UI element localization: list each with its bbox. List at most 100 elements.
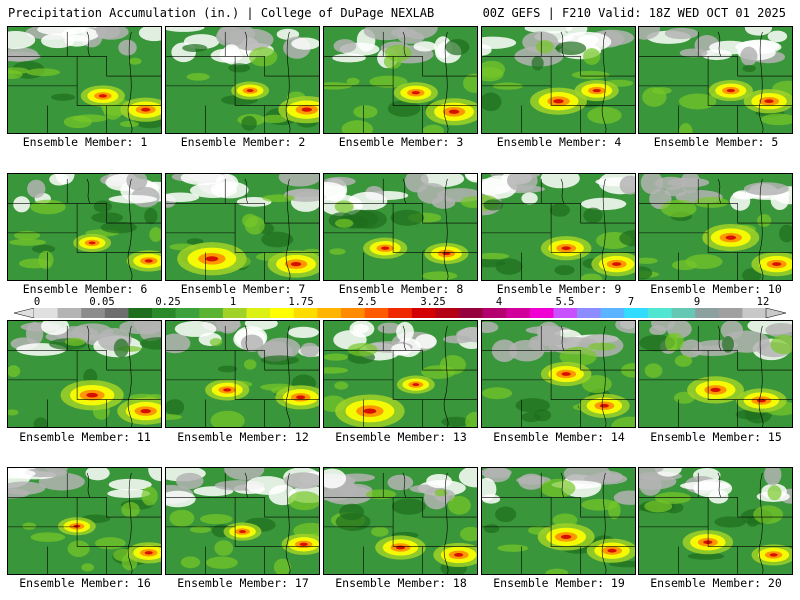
ensemble-member-map <box>323 26 478 134</box>
model-run-info: 00Z GEFS | F210 Valid: 18Z WED OCT 01 20… <box>482 6 786 20</box>
ensemble-member-label: Ensemble Member: 16 <box>19 576 151 590</box>
colorbar-min-arrow <box>14 308 35 318</box>
ensemble-member-label: Ensemble Member: 7 <box>180 282 306 296</box>
ensemble-member-label: Ensemble Member: 19 <box>493 576 625 590</box>
colorbar-tick-label: 2.5 <box>357 296 377 308</box>
colorbar-swatch <box>624 308 649 318</box>
colorbar-swatch <box>340 308 365 318</box>
ensemble-member-label: Ensemble Member: 1 <box>22 135 148 149</box>
colorbar-tick-label: 1 <box>229 296 237 308</box>
colorbar-swatch <box>459 308 483 318</box>
colorbar-swatch <box>81 308 106 318</box>
colorbar-tick-label: 0.25 <box>155 296 181 308</box>
colorbar-tick-label: 1.75 <box>288 296 314 308</box>
colorbar-tick-label: 12 <box>756 296 770 308</box>
ensemble-member-map <box>481 173 636 281</box>
ensemble-member-map <box>481 467 636 575</box>
precip-field <box>8 468 161 574</box>
precip-field <box>482 174 635 280</box>
ensemble-member-map <box>7 467 162 575</box>
colorbar-swatch <box>270 308 295 318</box>
colorbar-swatch <box>529 308 554 318</box>
colorbar-swatch <box>577 308 602 318</box>
ensemble-member-map <box>638 173 793 281</box>
colorbar-max-arrow <box>765 308 786 318</box>
colorbar-swatch <box>742 308 767 318</box>
ensemble-member-label: Ensemble Member: 2 <box>180 135 306 149</box>
ensemble-member-map <box>323 173 478 281</box>
colorbar-swatch <box>34 308 58 318</box>
ensemble-member-label: Ensemble Member: 15 <box>650 430 782 444</box>
colorbar-swatch <box>57 308 82 318</box>
precip-field <box>324 321 477 427</box>
ensemble-member-label: Ensemble Member: 10 <box>650 282 782 296</box>
colorbar-swatch <box>246 308 271 318</box>
ensemble-member-label: Ensemble Member: 3 <box>338 135 464 149</box>
colorbar-tick-label: 5.5 <box>555 296 575 308</box>
colorbar-tick-label: 0.05 <box>89 296 115 308</box>
precip-field <box>482 321 635 427</box>
colorbar-swatch <box>104 308 129 318</box>
colorbar-swatch <box>199 308 224 318</box>
ensemble-member-label: Ensemble Member: 4 <box>496 135 622 149</box>
colorbar-swatch <box>175 308 200 318</box>
precip-field <box>482 27 635 133</box>
colorbar-swatch <box>222 308 247 318</box>
colorbar-swatch <box>506 308 531 318</box>
ensemble-member-label: Ensemble Member: 20 <box>650 576 782 590</box>
ensemble-member-map <box>638 26 793 134</box>
ensemble-member-map <box>165 320 320 428</box>
precip-field <box>166 468 319 574</box>
colorbar-swatch <box>600 308 625 318</box>
precip-field <box>8 174 161 280</box>
precip-field <box>166 27 319 133</box>
precip-field <box>639 321 792 427</box>
ensemble-member-label: Ensemble Member: 9 <box>496 282 622 296</box>
ensemble-member-label: Ensemble Member: 11 <box>19 430 151 444</box>
colorbar-swatch <box>152 308 176 318</box>
precip-field <box>639 27 792 133</box>
precip-field <box>482 468 635 574</box>
precip-field <box>324 174 477 280</box>
ensemble-member-label: Ensemble Member: 5 <box>653 135 779 149</box>
colorbar-swatch <box>317 308 342 318</box>
ensemble-member-map <box>323 467 478 575</box>
precip-field <box>8 321 161 427</box>
colorbar-swatch <box>435 308 460 318</box>
ensemble-member-label: Ensemble Member: 18 <box>335 576 467 590</box>
colorbar-swatch <box>293 308 318 318</box>
precip-field <box>324 468 477 574</box>
ensemble-member-map <box>7 26 162 134</box>
ensemble-member-map <box>481 320 636 428</box>
colorbar-tick-label: 9 <box>693 296 701 308</box>
precip-field <box>639 468 792 574</box>
precip-field <box>639 174 792 280</box>
ensemble-member-label: Ensemble Member: 13 <box>335 430 467 444</box>
colorbar-swatch <box>671 308 696 318</box>
ensemble-member-label: Ensemble Member: 17 <box>177 576 309 590</box>
ensemble-member-label: Ensemble Member: 12 <box>177 430 309 444</box>
colorbar-tick-label: 7 <box>627 296 635 308</box>
colorbar-swatch <box>411 308 436 318</box>
ensemble-member-label: Ensemble Member: 14 <box>493 430 625 444</box>
colorbar-tick-label: 3.25 <box>420 296 446 308</box>
colorbar-swatch <box>388 308 413 318</box>
ensemble-member-map <box>165 26 320 134</box>
ensemble-member-map <box>165 173 320 281</box>
precip-field <box>166 174 319 280</box>
ensemble-member-label: Ensemble Member: 6 <box>22 282 148 296</box>
precip-field <box>324 27 477 133</box>
colorbar-swatch <box>647 308 672 318</box>
ensemble-member-map <box>7 173 162 281</box>
color-scale-bar <box>14 308 786 318</box>
colorbar-swatch <box>553 308 578 318</box>
colorbar-swatch <box>695 308 720 318</box>
ensemble-member-map <box>7 320 162 428</box>
colorbar-swatch <box>128 308 153 318</box>
ensemble-member-label: Ensemble Member: 8 <box>338 282 464 296</box>
colorbar-swatch <box>364 308 389 318</box>
ensemble-member-map <box>481 26 636 134</box>
colorbar-tick-label: 4 <box>495 296 503 308</box>
precip-field <box>166 321 319 427</box>
colorbar-tick-label: 0 <box>33 296 41 308</box>
